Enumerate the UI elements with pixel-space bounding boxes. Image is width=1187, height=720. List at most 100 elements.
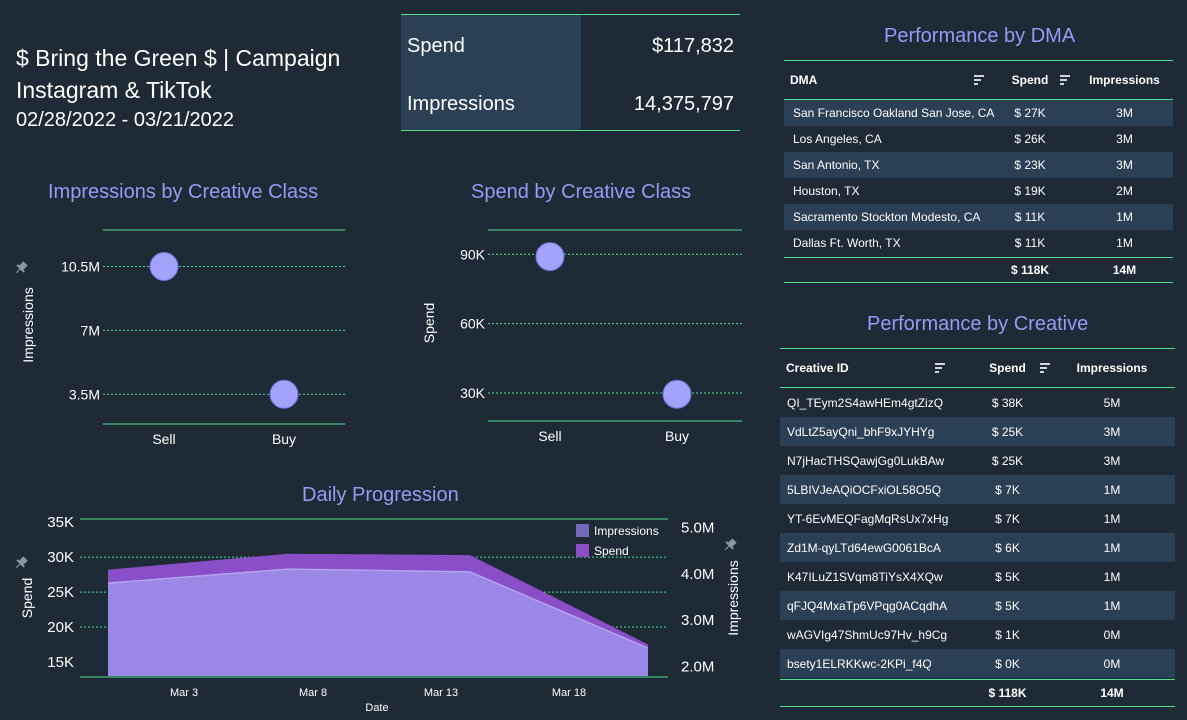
dma-cell: Sacramento Stockton Modesto, CA xyxy=(793,210,981,224)
table-row[interactable]: qFJQ4MxaTp6VPqg0ACqdhA $ 5K 1M xyxy=(780,591,1175,620)
creative-id-cell: YT-6EvMEQFagMqRsUx7xHg xyxy=(787,511,949,526)
sort-icon[interactable] xyxy=(935,361,975,375)
spend-cell: $ 5K xyxy=(995,598,1020,613)
daily-chart-title: Daily Progression xyxy=(302,484,459,506)
table-row[interactable]: QI_TEym2S4awHEm4gtZizQ $ 38K 5M xyxy=(780,388,1175,417)
impressions-cell: 1M xyxy=(1103,598,1121,613)
kpi-spend-label: Spend xyxy=(407,34,465,57)
bubble-sell[interactable] xyxy=(535,242,565,272)
table-row[interactable]: bsety1ELRKKwc-2KPi_f4Q $ 0K 0M xyxy=(780,649,1175,678)
impressions-cell: 1M xyxy=(1116,236,1133,250)
impressions-cell: 0M xyxy=(1103,656,1121,671)
impressions-column-header[interactable]: Impressions xyxy=(1089,73,1160,87)
sort-icon[interactable] xyxy=(1060,73,1086,87)
x-tick-label: Sell xyxy=(152,431,175,447)
table-row[interactable]: 5LBIVJeAQiOCFxiOL58O5Q $ 7K 1M xyxy=(780,475,1175,504)
legend-swatch[interactable] xyxy=(576,524,589,537)
creative-id-cell: 5LBIVJeAQiOCFxiOL58O5Q xyxy=(787,482,942,497)
spend-cell: $ 23K xyxy=(1014,158,1046,172)
impressions-cell: 3M xyxy=(1103,424,1121,439)
x-tick-label: Mar 18 xyxy=(552,687,586,699)
spend-cell: $ 5K xyxy=(995,569,1020,584)
spend-by-class-chart[interactable]: Spend 90K 60K 30K Sell Buy xyxy=(400,215,780,450)
daily-progression-chart[interactable]: Spend Impressions Date 35K 30K 25K 20K 15K 5.… xyxy=(0,510,770,720)
sort-icon[interactable] xyxy=(974,73,1000,87)
spend-chart-title: Spend by Creative Class xyxy=(471,181,692,203)
impressions-cell: 1M xyxy=(1116,210,1133,224)
kpi-impressions-value: 14,375,797 xyxy=(633,92,734,115)
spend-y-axis-label: Spend xyxy=(421,303,437,343)
report-header: $ Bring the Green $ | Campaign Instagram… xyxy=(16,42,376,134)
table-row[interactable]: Zd1M-qyLTd64ewG0061BcA $ 6K 1M xyxy=(780,533,1175,562)
report-date-range: 02/28/2022 - 03/21/2022 xyxy=(16,109,234,131)
table-row[interactable]: YT-6EvMEQFagMqRsUx7xHg $ 7K 1M xyxy=(780,504,1175,533)
report-subtitle: Instagram & TikTok xyxy=(16,77,212,103)
table-row[interactable]: San Francisco Oakland San Jose, CA $ 27K 3… xyxy=(784,100,1173,126)
table-row[interactable]: VdLtZ5ayQni_bhF9xJYHYg $ 25K 3M xyxy=(780,417,1175,446)
pin-icon[interactable] xyxy=(722,537,738,553)
spend-cell: $ 19K xyxy=(1014,184,1046,198)
bubble-buy[interactable] xyxy=(269,379,299,409)
daily-x-axis-label: Date xyxy=(365,702,388,714)
y-tick-label: 60K xyxy=(460,316,486,332)
y-tick-label: 10.5M xyxy=(61,259,100,275)
y-tick-label: 20K xyxy=(47,619,74,636)
creative-id-cell: bsety1ELRKKwc-2KPi_f4Q xyxy=(787,656,932,671)
impressions-chart-title: Impressions by Creative Class xyxy=(48,181,319,203)
impressions-y-axis-label: Impressions xyxy=(20,287,36,362)
table-row[interactable]: Sacramento Stockton Modesto, CA $ 11K 1M xyxy=(784,204,1173,230)
y-tick-label: 15K xyxy=(47,654,74,671)
daily-y2-axis-label: Impressions xyxy=(725,560,741,635)
table-row[interactable]: Houston, TX $ 19K 2M xyxy=(784,178,1173,204)
creative-table-header: Creative ID Spend Impressions xyxy=(780,348,1175,388)
creative-table-title: Performance by Creative xyxy=(867,313,1089,335)
dma-column-header[interactable]: DMA xyxy=(790,73,818,87)
impressions-by-class-chart[interactable]: Impressions 10.5M 7M 3.5M Sell Buy xyxy=(0,215,380,450)
bubble-sell[interactable] xyxy=(149,252,179,282)
creative-id-column-header[interactable]: Creative ID xyxy=(786,361,849,375)
creative-id-cell: wAGVIg47ShmUc97Hv_h9Cg xyxy=(787,627,948,642)
spend-cell: $ 25K xyxy=(991,424,1024,439)
creative-id-cell: N7jHacTHSQawjGg0LukBAw xyxy=(787,453,945,468)
spend-cell: $ 11K xyxy=(1014,210,1046,224)
dma-cell: San Antonio, TX xyxy=(793,158,880,172)
legend-label[interactable]: Spend xyxy=(594,544,629,558)
impressions-cell: 3M xyxy=(1116,106,1133,120)
dma-cell: Dallas Ft. Worth, TX xyxy=(793,236,901,250)
impressions-line xyxy=(107,568,649,649)
spend-cell: $ 38K xyxy=(991,395,1024,410)
table-row[interactable]: wAGVIg47ShmUc97Hv_h9Cg $ 1K 0M xyxy=(780,620,1175,649)
pin-icon[interactable] xyxy=(13,555,29,571)
spend-column-header[interactable]: Spend xyxy=(1011,73,1049,87)
dma-table: DMA Spend Impressions San Francisco Oakl… xyxy=(784,60,1173,284)
pin-icon[interactable] xyxy=(13,260,29,276)
impressions-area[interactable] xyxy=(108,569,648,676)
creative-id-cell: QI_TEym2S4awHEm4gtZizQ xyxy=(787,395,944,410)
dma-table-header: DMA Spend Impressions xyxy=(784,60,1173,100)
creative-id-cell: qFJQ4MxaTp6VPqg0ACqdhA xyxy=(787,598,948,613)
legend-label[interactable]: Impressions xyxy=(594,524,659,538)
impressions-cell: 1M xyxy=(1103,540,1121,555)
impressions-column-header[interactable]: Impressions xyxy=(1076,361,1148,375)
spend-cell: $ 11K xyxy=(1014,236,1046,250)
spend-column-header[interactable]: Spend xyxy=(989,361,1026,375)
sort-icon[interactable] xyxy=(1040,361,1062,375)
daily-y-axis-label: Spend xyxy=(19,578,35,618)
table-row[interactable]: N7jHacTHSQawjGg0LukBAw $ 25K 3M xyxy=(780,446,1175,475)
kpi-spend-value: $117,832 xyxy=(652,34,734,57)
y2-tick-label: 2.0M xyxy=(681,659,714,676)
table-row[interactable]: Dallas Ft. Worth, TX $ 11K 1M xyxy=(784,230,1173,256)
impressions-cell: 3M xyxy=(1103,453,1121,468)
creative-total-spend: $ 118K xyxy=(988,686,1027,700)
legend-swatch[interactable] xyxy=(576,544,589,557)
spend-cell: $ 26K xyxy=(1014,132,1046,146)
table-row[interactable]: K47ILuZ1SVqm8TiYsX4XQw $ 5K 1M xyxy=(780,562,1175,591)
dma-cell: San Francisco Oakland San Jose, CA xyxy=(793,106,995,120)
table-row[interactable]: San Antonio, TX $ 23K 3M xyxy=(784,152,1173,178)
y-tick-label: 90K xyxy=(460,246,486,262)
bubble-buy[interactable] xyxy=(662,379,692,409)
impressions-cell: 1M xyxy=(1103,569,1121,584)
y-tick-label: 7M xyxy=(81,322,100,338)
x-tick-label: Mar 8 xyxy=(299,687,327,699)
table-row[interactable]: Los Angeles, CA $ 26K 3M xyxy=(784,126,1173,152)
